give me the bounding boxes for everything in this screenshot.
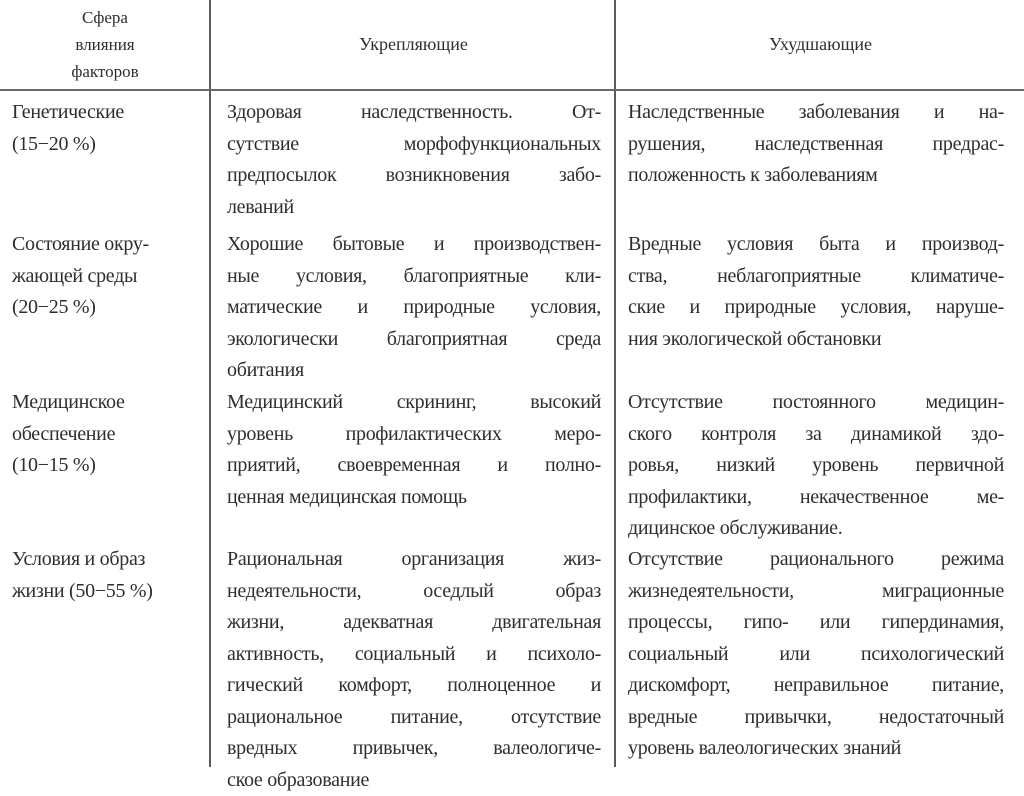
text-line: ские и природные условия, наруше-: [628, 292, 1004, 324]
text-line: обитания: [227, 355, 601, 387]
header-divider: [0, 89, 1024, 91]
text-line: матические и природные условия,: [227, 292, 601, 324]
text-line: Вредные условия быта и производ-: [628, 229, 1004, 261]
text-line: жизнедеятельности, миграционные: [628, 576, 1004, 608]
text-line: вредные привычки, недостаточный: [628, 702, 1004, 734]
text-line: процессы, гипо- или гипердинамия,: [628, 607, 1004, 639]
worsening-cell: Вредные условия быта и производ-ства, не…: [628, 229, 1004, 355]
text-line: рушения, наследственная предрас-: [628, 129, 1004, 161]
header-sphere-line: Сфера: [82, 4, 128, 31]
text-line: ценная медицинская помощь: [227, 482, 601, 514]
text-line: Отсутствие рационального режима: [628, 544, 1004, 576]
column-divider-1: [209, 0, 211, 767]
text-line: Здоровая наследственность. От-: [227, 97, 601, 129]
text-line: активность, социальный и психоло-: [227, 639, 601, 671]
text-line: социальный или психологический: [628, 639, 1004, 671]
text-line: ные условия, благоприятные кли-: [227, 261, 601, 293]
text-line: Условия и образ: [12, 544, 204, 576]
worsening-cell: Отсутствие постоянного медицин-ского кон…: [628, 387, 1004, 545]
text-line: Наследственные заболевания и на-: [628, 97, 1004, 129]
strengthening-cell: Здоровая наследственность. От-сутствие м…: [227, 97, 601, 223]
header-sphere: Сфера влияния факторов: [0, 0, 210, 89]
worsening-cell: Наследственные заболевания и на-рушения,…: [628, 97, 1004, 192]
text-line: Рациональная организация жиз-: [227, 544, 601, 576]
text-line: дицинское обслуживание.: [628, 513, 1004, 545]
text-line: гический комфорт, полноценное и: [227, 670, 601, 702]
sphere-cell: Состояние окру-жающей среды(20−25 %): [12, 229, 204, 324]
header-strengthening: Укрепляющие: [212, 0, 615, 89]
text-line: профилактики, некачественное ме-: [628, 482, 1004, 514]
text-line: Хорошие бытовые и производствен-: [227, 229, 601, 261]
column-divider-2: [614, 0, 616, 767]
text-line: ское образование: [227, 765, 601, 796]
strengthening-cell: Рациональная организация жиз-недеятельно…: [227, 544, 601, 796]
text-line: сутствие морфофункциональных: [227, 129, 601, 161]
text-line: Генетические: [12, 97, 204, 129]
text-line: жающей среды: [12, 261, 204, 293]
strengthening-cell: Хорошие бытовые и производствен-ные усло…: [227, 229, 601, 387]
text-line: дискомфорт, неправильное питание,: [628, 670, 1004, 702]
text-line: леваний: [227, 192, 601, 224]
text-line: уровень профилактических меро-: [227, 419, 601, 451]
text-line: ского контроля за динамикой здо-: [628, 419, 1004, 451]
text-line: ния экологической обстановки: [628, 324, 1004, 356]
text-line: ровья, низкий уровень первичной: [628, 450, 1004, 482]
text-line: обеспечение: [12, 419, 204, 451]
text-line: жизни (50−55 %): [12, 576, 204, 608]
text-line: Состояние окру-: [12, 229, 204, 261]
text-line: положенность к заболеваниям: [628, 160, 1004, 192]
text-line: ства, неблагоприятные климатиче-: [628, 261, 1004, 293]
text-line: Медицинское: [12, 387, 204, 419]
sphere-cell: Генетические(15−20 %): [12, 97, 204, 160]
text-line: жизни, адекватная двигательная: [227, 607, 601, 639]
text-line: (15−20 %): [12, 129, 204, 161]
text-line: (20−25 %): [12, 292, 204, 324]
header-sphere-line: факторов: [71, 58, 138, 85]
text-line: приятий, своевременная и полно-: [227, 450, 601, 482]
text-line: недеятельности, оседлый образ: [227, 576, 601, 608]
header-worsening: Ухудшающие: [617, 0, 1024, 89]
text-line: экологически благоприятная среда: [227, 324, 601, 356]
text-line: уровень валеологических знаний: [628, 733, 1004, 765]
text-line: (10−15 %): [12, 450, 204, 482]
text-line: Медицинский скрининг, высокий: [227, 387, 601, 419]
text-line: рациональное питание, отсутствие: [227, 702, 601, 734]
text-line: вредных привычек, валеологиче-: [227, 733, 601, 765]
text-line: предпосылок возникновения забо-: [227, 160, 601, 192]
text-line: Отсутствие постоянного медицин-: [628, 387, 1004, 419]
header-sphere-line: влияния: [75, 31, 134, 58]
